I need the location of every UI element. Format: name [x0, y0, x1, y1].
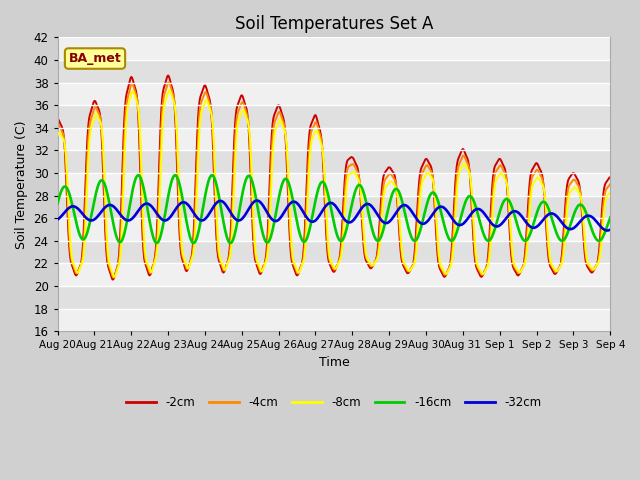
-8cm — [557, 263, 565, 268]
-16cm — [54, 201, 61, 206]
Bar — [58, 37, 611, 60]
-16cm — [381, 222, 388, 228]
Legend: -2cm, -4cm, -8cm, -16cm, -32cm: -2cm, -4cm, -8cm, -16cm, -32cm — [122, 391, 546, 413]
-4cm — [557, 261, 565, 266]
-8cm — [607, 190, 614, 195]
Bar — [58, 218, 611, 241]
-32cm — [435, 205, 442, 211]
Bar — [58, 195, 611, 218]
-32cm — [557, 217, 564, 223]
-2cm — [164, 72, 172, 78]
-16cm — [435, 202, 443, 207]
-2cm — [54, 117, 61, 122]
-16cm — [327, 204, 335, 210]
-16cm — [134, 172, 142, 178]
-32cm — [199, 217, 207, 223]
-32cm — [253, 198, 261, 204]
-32cm — [54, 216, 61, 222]
-16cm — [177, 185, 184, 191]
-2cm — [435, 264, 443, 269]
-16cm — [607, 215, 614, 221]
X-axis label: Time: Time — [319, 356, 349, 369]
Bar — [58, 105, 611, 128]
-8cm — [200, 101, 208, 107]
Bar — [58, 309, 611, 331]
-32cm — [380, 219, 388, 225]
-2cm — [327, 264, 335, 269]
-2cm — [381, 170, 388, 176]
-16cm — [557, 238, 565, 243]
Bar — [58, 286, 611, 309]
-8cm — [111, 274, 118, 280]
-16cm — [153, 240, 161, 246]
-8cm — [381, 188, 388, 193]
-2cm — [607, 174, 614, 180]
-32cm — [326, 200, 334, 206]
-32cm — [607, 227, 614, 232]
-8cm — [327, 259, 335, 264]
Line: -2cm: -2cm — [58, 75, 611, 280]
-8cm — [435, 252, 443, 258]
-4cm — [165, 79, 173, 85]
Line: -4cm: -4cm — [58, 82, 611, 278]
-2cm — [109, 277, 116, 283]
-4cm — [435, 258, 443, 264]
Y-axis label: Soil Temperature (C): Soil Temperature (C) — [15, 120, 28, 249]
-4cm — [54, 123, 61, 129]
-4cm — [177, 233, 184, 239]
Bar — [58, 128, 611, 150]
-16cm — [200, 198, 208, 204]
Bar — [58, 83, 611, 105]
Bar — [58, 173, 611, 195]
-2cm — [200, 83, 208, 89]
-32cm — [604, 228, 611, 233]
-8cm — [54, 132, 61, 138]
-2cm — [557, 258, 565, 264]
-4cm — [327, 261, 335, 266]
Title: Soil Temperatures Set A: Soil Temperatures Set A — [235, 15, 433, 33]
Text: BA_met: BA_met — [68, 52, 122, 65]
Line: -32cm: -32cm — [58, 201, 611, 230]
Line: -8cm: -8cm — [58, 90, 611, 277]
-4cm — [381, 178, 388, 183]
-8cm — [177, 219, 184, 225]
Bar — [58, 150, 611, 173]
-4cm — [607, 181, 614, 187]
Bar — [58, 241, 611, 264]
Bar — [58, 264, 611, 286]
-32cm — [175, 202, 182, 208]
-8cm — [166, 87, 173, 93]
Line: -16cm: -16cm — [58, 175, 611, 243]
-4cm — [110, 275, 118, 281]
-4cm — [200, 91, 208, 97]
-2cm — [177, 244, 184, 250]
Bar — [58, 60, 611, 83]
